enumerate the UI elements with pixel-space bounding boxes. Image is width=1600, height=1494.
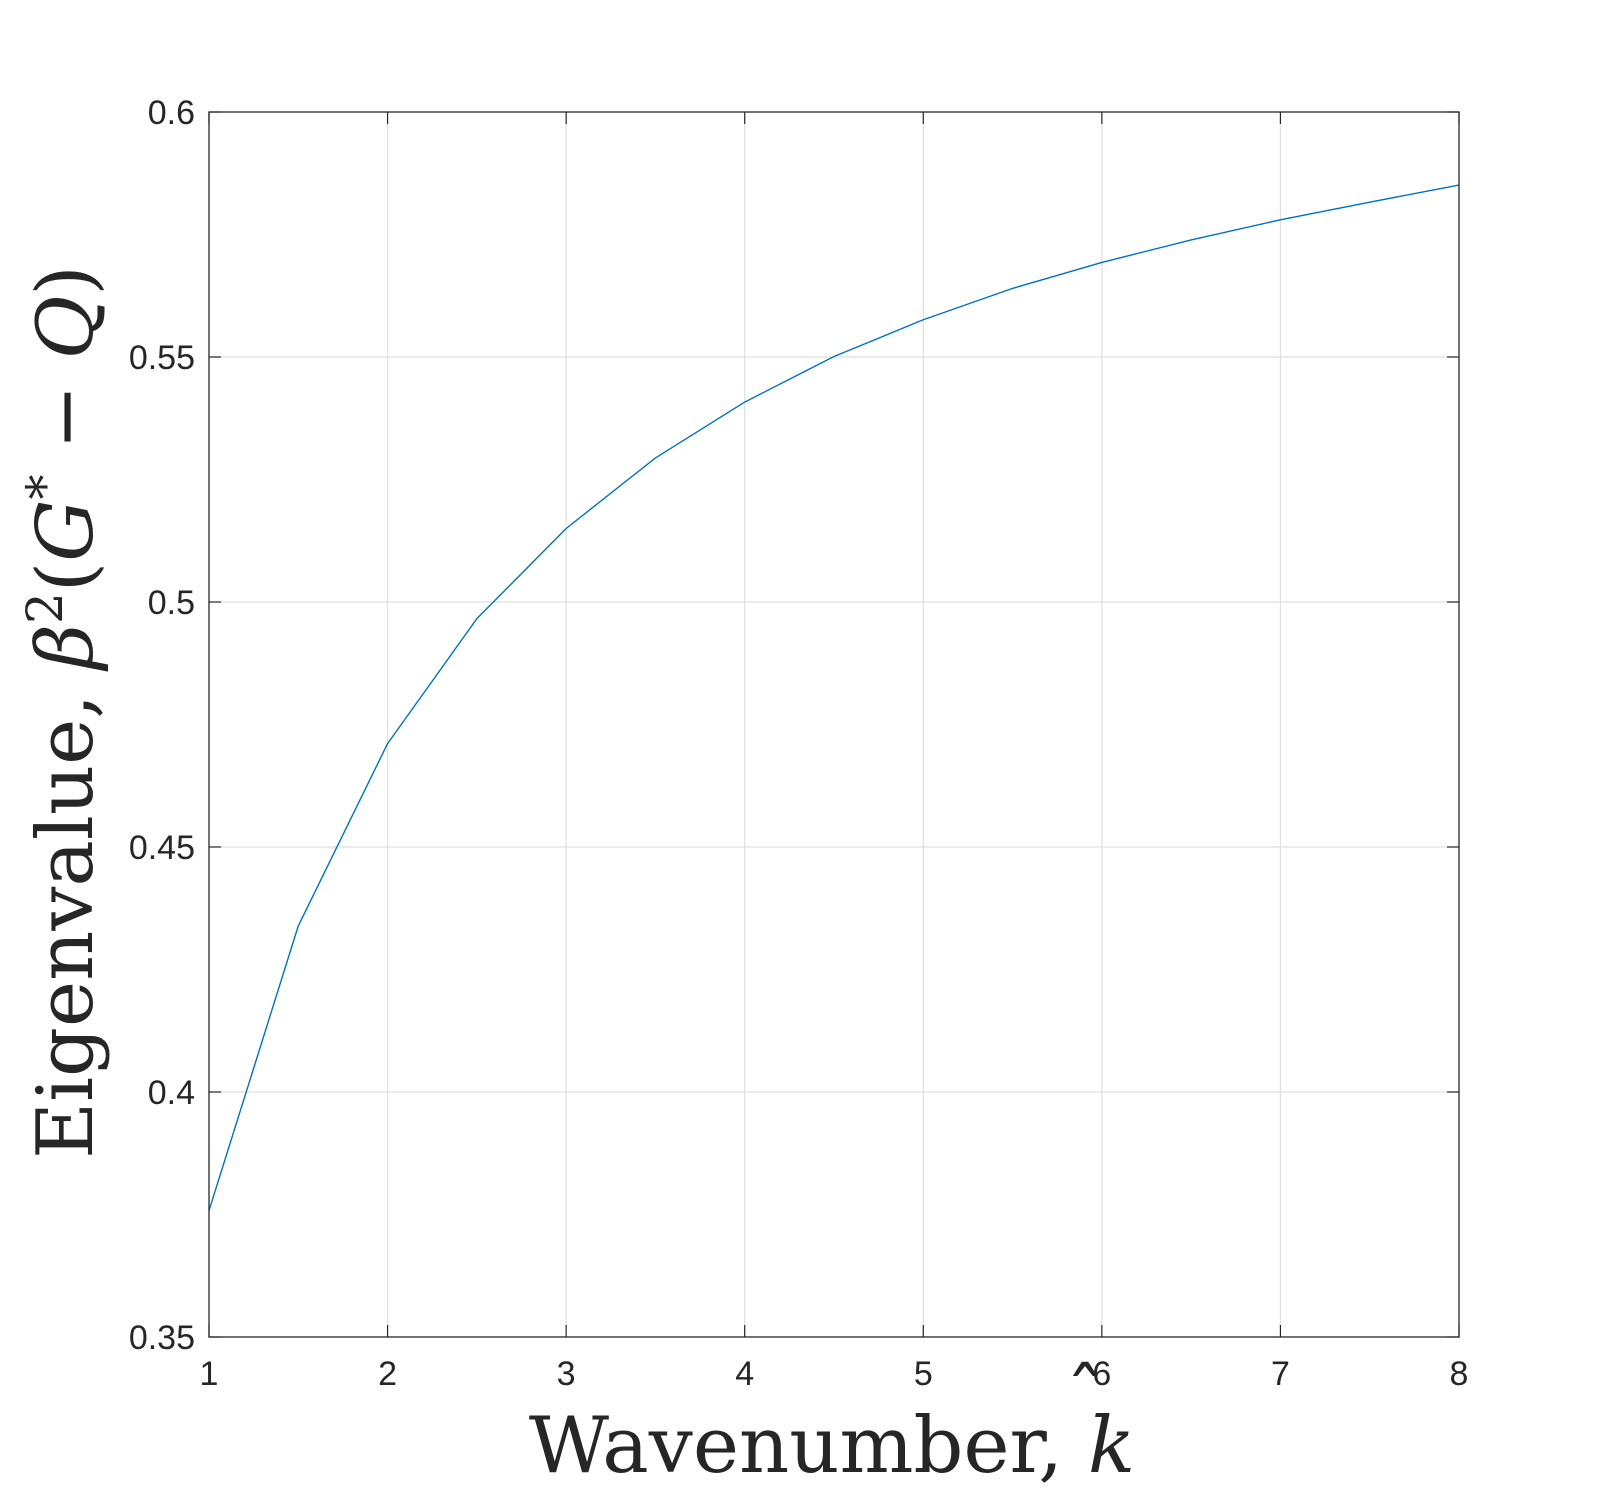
y-axis-g: G [21, 499, 111, 561]
series-line [208, 184, 1460, 1211]
x-axis-accent: ˆ [1066, 1353, 1105, 1443]
y-tick-label: 0.5 [148, 584, 195, 622]
y-tick-label: 0.4 [148, 1074, 195, 1112]
y-tick-label: 0.55 [129, 339, 195, 377]
y-axis-close-paren: ) [21, 265, 111, 295]
x-tick-label: 1 [200, 1355, 219, 1393]
x-tick-label: 5 [914, 1355, 933, 1393]
y-axis-beta: β [21, 624, 111, 672]
y-axis-star: * [16, 474, 74, 499]
y-tick-labels: 0.35 0.4 0.45 0.5 0.55 0.6 [129, 94, 195, 1357]
series-layer [208, 184, 1460, 1211]
x-axis-title: Wavenumber, k [529, 1401, 1135, 1491]
y-axis-minus: − [21, 360, 111, 475]
x-tick-label: 7 [1271, 1355, 1290, 1393]
plot-frame [208, 111, 1460, 1338]
x-tick-label: 6 [1092, 1355, 1111, 1393]
y-tick-label: 0.45 [129, 829, 195, 867]
y-axis-q: Q [21, 296, 111, 360]
y-tick-label: 0.35 [129, 1319, 195, 1357]
x-tick-label: 3 [557, 1355, 576, 1393]
y-axis-title-text: Eigenvalue, [21, 669, 111, 1159]
y-axis-title: Eigenvalue, β2(G* − Q) [16, 265, 111, 1159]
x-axis-symbol: k [1088, 1401, 1135, 1491]
x-tick-labels: 1 2 3 4 5 6 7 8 [200, 1355, 1469, 1393]
grid-lines [209, 112, 1459, 1337]
y-axis-superscript: 2 [16, 592, 74, 624]
x-tick-label: 2 [378, 1355, 397, 1393]
x-axis-title-text: Wavenumber, [529, 1401, 1088, 1491]
y-axis-open-paren: ( [21, 562, 111, 592]
x-tick-label: 4 [735, 1355, 754, 1393]
y-tick-label: 0.6 [148, 94, 195, 132]
x-tick-label: 8 [1450, 1355, 1469, 1393]
